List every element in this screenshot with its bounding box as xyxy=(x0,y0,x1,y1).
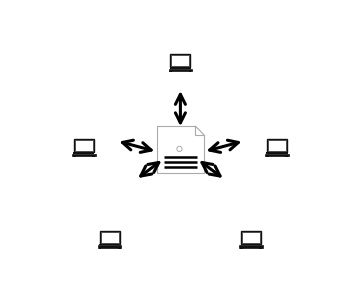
Bar xyxy=(171,55,189,66)
Bar xyxy=(189,71,191,72)
Bar xyxy=(169,71,172,72)
Bar xyxy=(266,156,269,157)
Bar xyxy=(267,139,287,152)
Bar xyxy=(285,156,288,157)
Bar xyxy=(240,244,262,245)
Bar xyxy=(99,244,120,245)
Bar xyxy=(170,67,191,69)
Bar xyxy=(265,154,289,156)
Bar xyxy=(92,156,95,157)
Bar xyxy=(170,54,190,67)
Bar xyxy=(242,232,260,243)
Bar xyxy=(98,245,121,248)
Bar xyxy=(266,152,288,154)
Bar xyxy=(75,140,93,151)
Bar xyxy=(100,231,120,244)
Bar xyxy=(74,139,94,152)
Bar xyxy=(73,156,76,157)
Bar xyxy=(101,232,119,243)
Bar xyxy=(239,245,263,248)
Bar xyxy=(268,140,286,151)
Bar xyxy=(72,154,95,156)
Bar xyxy=(241,231,261,244)
Bar xyxy=(169,69,192,71)
Bar xyxy=(73,152,94,154)
